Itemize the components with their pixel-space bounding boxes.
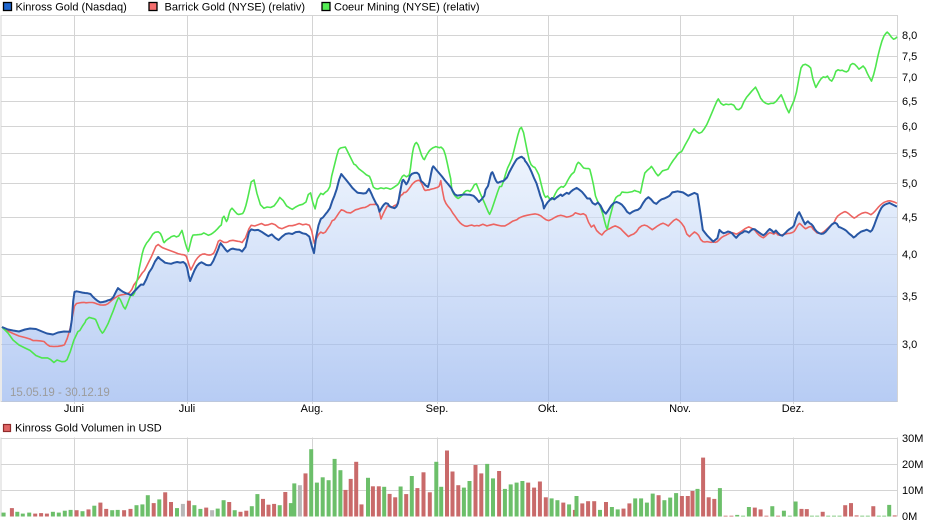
svg-text:Okt.: Okt. — [538, 403, 558, 415]
svg-text:Nov.: Nov. — [669, 403, 691, 415]
svg-text:Juni: Juni — [64, 403, 84, 415]
svg-text:Aug.: Aug. — [301, 403, 324, 415]
svg-text:Dez.: Dez. — [782, 403, 805, 415]
svg-text:10M: 10M — [902, 485, 923, 497]
svg-text:0M: 0M — [902, 511, 917, 523]
svg-text:6,0: 6,0 — [902, 121, 917, 133]
svg-text:Kinross Gold (Nasdaq): Kinross Gold (Nasdaq) — [16, 2, 127, 14]
svg-text:7,0: 7,0 — [902, 72, 917, 84]
svg-text:5,5: 5,5 — [902, 148, 917, 160]
svg-text:7,5: 7,5 — [902, 51, 917, 63]
svg-text:4,5: 4,5 — [902, 212, 917, 224]
svg-text:8,0: 8,0 — [902, 30, 917, 42]
svg-text:6,5: 6,5 — [902, 96, 917, 108]
svg-text:15.05.19 - 30.12.19: 15.05.19 - 30.12.19 — [10, 387, 110, 399]
svg-text:5,0: 5,0 — [902, 178, 917, 190]
svg-text:30M: 30M — [902, 433, 923, 445]
svg-text:3,0: 3,0 — [902, 339, 917, 351]
svg-text:Kinross Gold Volumen in USD: Kinross Gold Volumen in USD — [15, 423, 162, 435]
svg-text:Sep.: Sep. — [426, 403, 449, 415]
svg-text:3,5: 3,5 — [902, 291, 917, 303]
svg-text:Barrick Gold (NYSE) (relativ): Barrick Gold (NYSE) (relativ) — [165, 2, 306, 14]
svg-text:4,0: 4,0 — [902, 249, 917, 261]
svg-text:Juli: Juli — [179, 403, 196, 415]
svg-text:20M: 20M — [902, 459, 923, 471]
svg-text:Coeur Mining (NYSE) (relativ): Coeur Mining (NYSE) (relativ) — [334, 2, 479, 14]
